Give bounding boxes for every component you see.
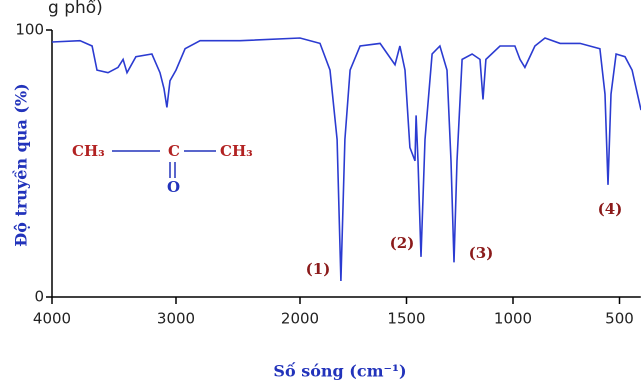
molecule-right: CH₃ [220,142,253,160]
peak-annotation: (1) [306,260,331,278]
molecule-left: CH₃ [72,142,105,160]
x-tick-label: 3000 [157,310,195,328]
header-fragment: g phổ) [48,0,103,18]
x-axis-label: Số sóng (cm⁻¹) [273,362,406,381]
peak-annotation: (3) [469,244,494,262]
molecule: CH₃ C CH₃ O [72,142,253,196]
y-tick-label: 100 [15,21,44,39]
peak-annotation: (2) [390,234,415,252]
peak-annotation: (4) [598,200,623,218]
y-axis-label: Độ truyền qua (%) [12,83,31,246]
molecule-bottom: O [167,178,180,196]
molecule-center: C [168,142,180,160]
x-tick-label: 4000 [33,310,71,328]
spectrum-line [51,37,641,282]
x-tick-label: 2000 [281,310,319,328]
x-tick-label: 1000 [494,310,532,328]
x-tick-label: 1500 [387,310,425,328]
x-tick-label: 500 [605,310,634,328]
y-tick-label: 0 [34,288,44,306]
